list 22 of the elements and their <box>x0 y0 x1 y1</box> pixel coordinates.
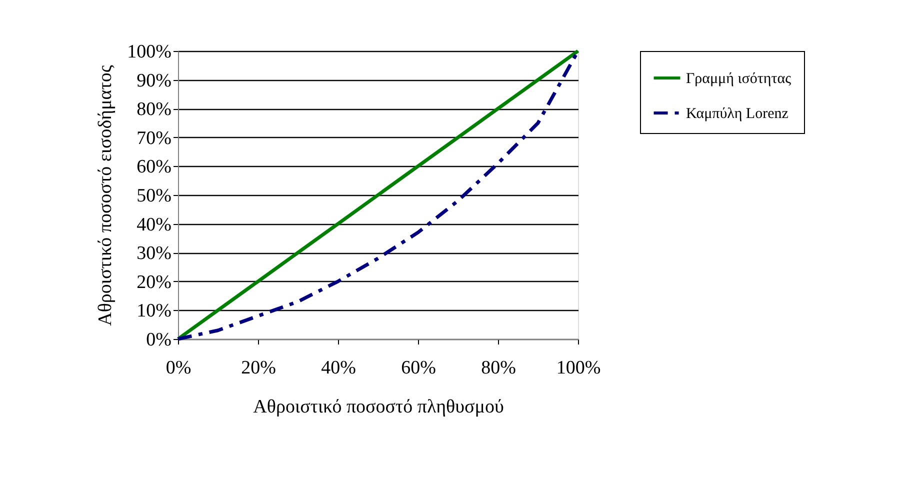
x-tick-label: 20% <box>241 358 276 378</box>
x-tick-label: 0% <box>166 358 192 378</box>
y-tick-label: 20% <box>136 272 172 293</box>
y-tick-label: 70% <box>136 128 172 149</box>
y-tick-label: 0% <box>146 330 172 350</box>
y-tick-label: 10% <box>136 300 172 322</box>
legend-label: Καμπύλη Lorenz <box>686 106 789 122</box>
y-axis-title: Αθροιστικό ποσοστό εισοδήματος <box>95 64 116 326</box>
y-tick-label: 30% <box>136 243 172 264</box>
y-tick-label: 90% <box>136 70 172 92</box>
y-tick-label: 40% <box>136 214 172 236</box>
y-tick-label: 50% <box>136 186 172 206</box>
y-tick-label: 100% <box>127 42 172 62</box>
legend-label: Γραμμή ισότητας <box>686 71 792 87</box>
y-tick-label: 80% <box>136 99 172 120</box>
x-tick-label: 60% <box>401 358 436 378</box>
line-series <box>176 49 580 341</box>
x-axis-title: Αθροιστικό ποσοστό πληθυσμού <box>253 396 504 418</box>
y-tick-label: 60% <box>136 156 172 178</box>
x-tick-label: 40% <box>321 358 356 378</box>
x-tick-label: 80% <box>481 358 516 378</box>
x-tick-label: 100% <box>556 358 601 378</box>
